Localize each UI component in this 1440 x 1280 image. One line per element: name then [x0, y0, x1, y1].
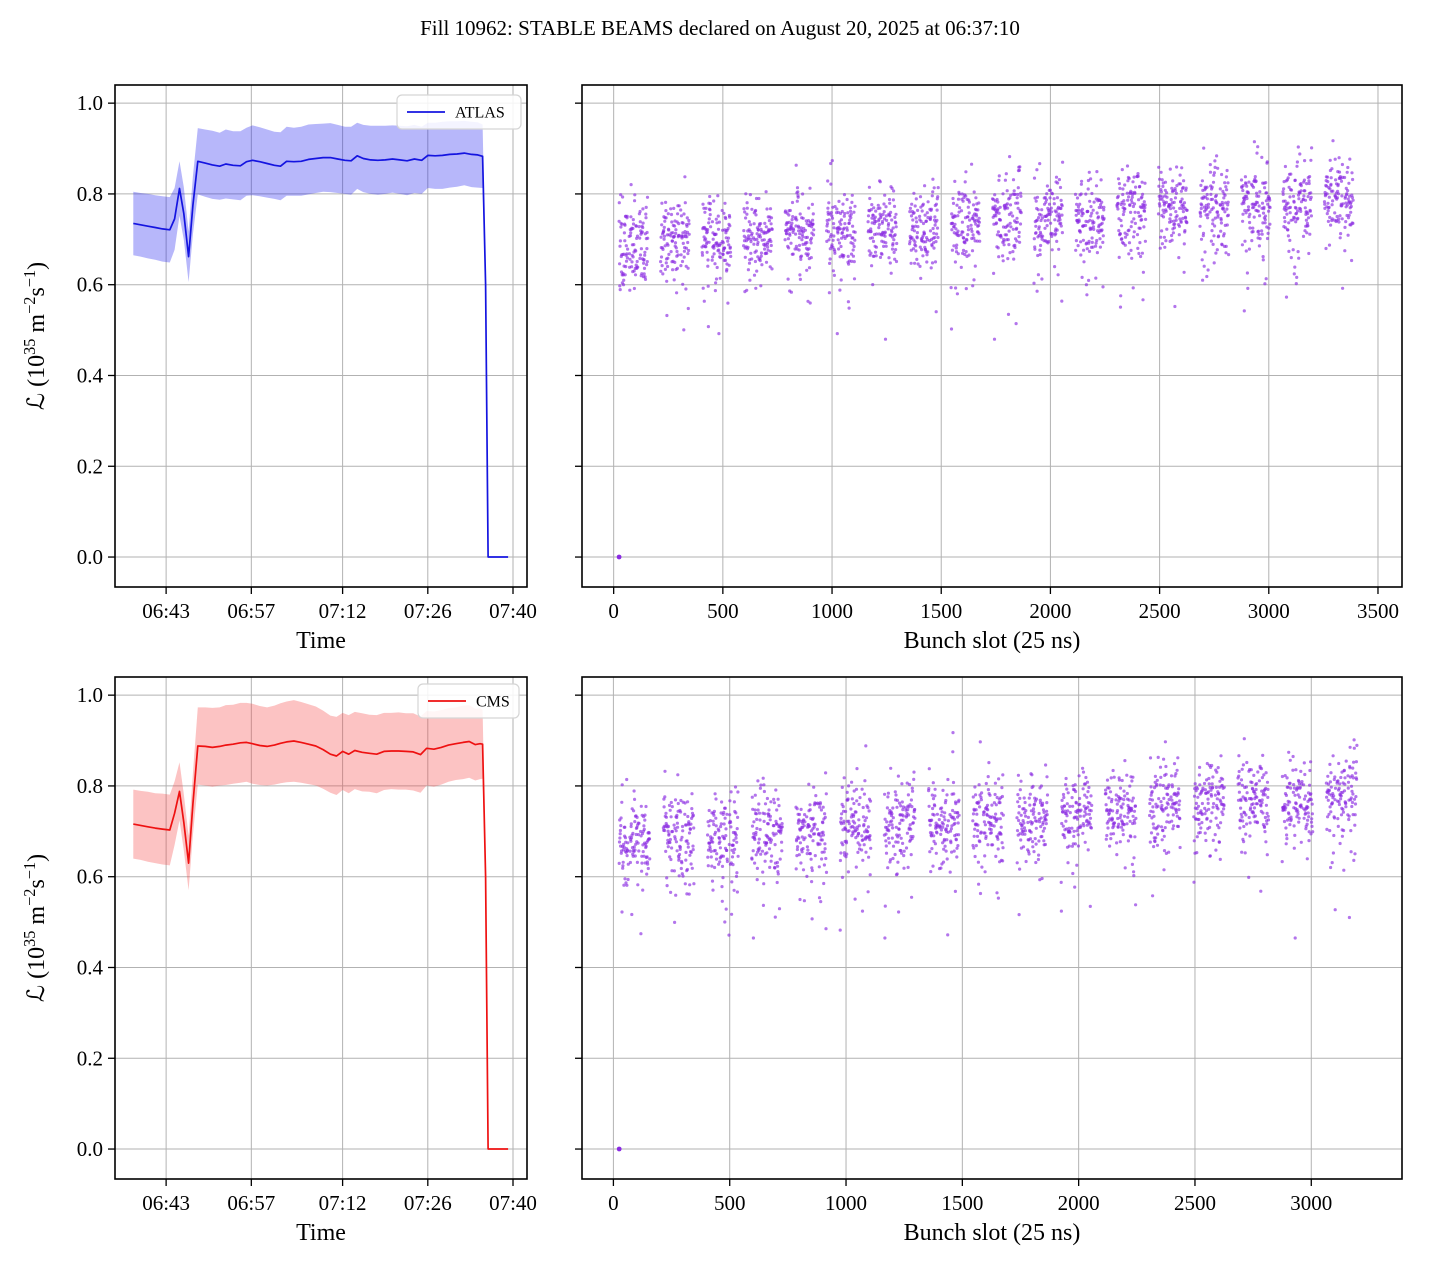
- x-tick-label: 07:26: [404, 599, 452, 623]
- x-tick-label: 500: [707, 599, 739, 623]
- axes-frame: [581, 84, 1403, 588]
- x-tick-label: 2000: [1029, 599, 1071, 623]
- legend-label: CMS: [476, 694, 510, 711]
- x-tick-label: 07:26: [404, 1191, 452, 1215]
- x-axis-label: Time: [296, 1220, 346, 1246]
- uncertainty-band: [133, 120, 509, 558]
- subplot-cms-vs-time: 0.0 0.2 0.4 0.6 0.8 1.0 06:43 06:57 07:12 07:26 07…: [20, 676, 537, 1246]
- legend: ATLAS: [396, 94, 522, 130]
- x-tick-label: 3000: [1248, 599, 1290, 623]
- x-tick-label: 1500: [920, 599, 962, 623]
- y-tick-label: 0.6: [77, 273, 103, 297]
- x-tick-label: 1000: [811, 599, 853, 623]
- x-tick-label: 1500: [941, 1191, 983, 1215]
- y-tick-label: 0.8: [77, 774, 103, 798]
- x-axis-label: Bunch slot (25 ns): [904, 1220, 1081, 1246]
- y-tick-label: 0.0: [77, 1137, 103, 1161]
- ticks: 0 500 1000 1500 2000 2500 3000 3500: [575, 102, 1399, 623]
- origin-point: [616, 554, 622, 560]
- legend-label: ATLAS: [455, 105, 505, 122]
- y-tick-label: 0.2: [77, 1046, 103, 1070]
- x-tick-label: 07:12: [319, 1191, 367, 1215]
- luminosity-line: [133, 740, 509, 1150]
- legend: CMS: [417, 683, 520, 719]
- gridlines: [582, 85, 1402, 587]
- axes-frame: [114, 84, 528, 588]
- figure-title: Fill 10962: STABLE BEAMS declared on Aug…: [420, 16, 1020, 40]
- subplot-atlas-per-bunch: 0 500 1000 1500 2000 2500 3000 3500 Bunch slot (…: [575, 84, 1403, 654]
- origin-point: [616, 1146, 622, 1152]
- x-tick-label: 1000: [825, 1191, 867, 1215]
- x-tick-label: 07:40: [489, 599, 537, 623]
- x-tick-label: 06:57: [227, 599, 275, 623]
- subplot-cms-per-bunch: 0 500 1000 1500 2000 2500 3000 Bunch slot (25 n…: [575, 676, 1403, 1246]
- x-axis-label: Bunch slot (25 ns): [904, 628, 1081, 654]
- y-axis-label: ℒ (1035 m−2s−1): [20, 854, 50, 1002]
- uncertainty-band: [133, 700, 509, 1149]
- y-axis-label: ℒ (1035 m−2s−1): [20, 262, 50, 410]
- ticks: 0 500 1000 1500 2000 2500 3000: [575, 694, 1332, 1215]
- axes-frame: [114, 676, 528, 1180]
- y-tick-label: 1.0: [77, 683, 103, 707]
- x-tick-label: 3000: [1290, 1191, 1332, 1215]
- y-tick-label: 0.4: [77, 363, 104, 387]
- x-tick-label: 0: [608, 599, 619, 623]
- y-tick-label: 1.0: [77, 91, 103, 115]
- y-tick-label: 0.4: [77, 955, 104, 979]
- scatter-points: [617, 139, 1355, 341]
- luminosity-line: [133, 152, 509, 558]
- x-axis-label: Time: [296, 628, 346, 654]
- ticks: 0.0 0.2 0.4 0.6 0.8 1.0 06:43 06:57 07:12 07:26 07…: [77, 683, 537, 1215]
- x-tick-label: 2500: [1174, 1191, 1216, 1215]
- y-tick-label: 0.8: [77, 182, 103, 206]
- x-tick-label: 06:43: [142, 599, 190, 623]
- x-tick-label: 07:40: [489, 1191, 537, 1215]
- axes-frame: [581, 676, 1403, 1180]
- x-tick-label: 3500: [1357, 599, 1399, 623]
- x-tick-label: 2000: [1058, 1191, 1100, 1215]
- x-tick-label: 500: [714, 1191, 746, 1215]
- x-tick-label: 0: [608, 1191, 619, 1215]
- y-tick-label: 0.6: [77, 865, 103, 889]
- y-tick-label: 0.0: [77, 545, 103, 569]
- scatter-points: [617, 731, 1359, 940]
- gridlines: [582, 677, 1402, 1179]
- ticks: 0.0 0.2 0.4 0.6 0.8 1.0 06:43 06:57 07:12 07:26 07…: [77, 91, 537, 623]
- subplot-atlas-vs-time: 0.0 0.2 0.4 0.6 0.8 1.0 06:43 06:57 07:12 07:26 07…: [20, 84, 537, 654]
- x-tick-label: 06:57: [227, 1191, 275, 1215]
- gridlines: [115, 85, 527, 587]
- x-tick-label: 06:43: [142, 1191, 190, 1215]
- x-tick-label: 2500: [1139, 599, 1181, 623]
- x-tick-label: 07:12: [319, 599, 367, 623]
- y-tick-label: 0.2: [77, 454, 103, 478]
